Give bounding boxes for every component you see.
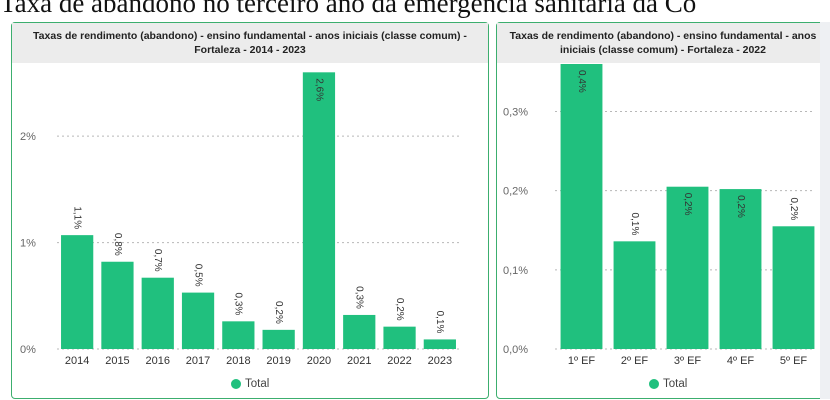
data-label: 0,2% (273, 301, 284, 324)
y-tick-label: 1% (20, 238, 36, 250)
bar (181, 292, 215, 349)
chart-legend[interactable]: Total (649, 378, 687, 390)
data-label: 0,2% (682, 193, 693, 216)
bar (302, 72, 336, 350)
page-headline: Taxa de abandono no terceiro ano da emer… (0, 0, 697, 18)
x-tick-label: 3º EF (674, 355, 702, 367)
data-label: 0,2% (394, 298, 405, 321)
y-tick-label: 0,1% (503, 265, 528, 277)
x-tick-label: 2014 (65, 355, 89, 367)
y-tick-label: 2% (20, 131, 36, 143)
data-label: 0,5% (192, 264, 203, 287)
y-tick-label: 0,2% (503, 186, 528, 198)
data-label: 0,2% (788, 197, 799, 220)
bar (61, 235, 94, 349)
chart-legend[interactable]: Total (231, 378, 269, 390)
data-label: 0,1% (629, 213, 640, 236)
side-scrollbar[interactable] (820, 22, 830, 399)
x-tick-label: 2015 (105, 355, 129, 367)
data-label: 0,4% (576, 70, 587, 93)
chart-panel-annual: Taxas de rendimento (abandono) - ensino … (11, 22, 489, 399)
x-tick-label: 2020 (307, 355, 331, 367)
data-label: 2,6% (313, 78, 324, 101)
x-tick-label: 2018 (226, 355, 250, 367)
y-tick-label: 0,3% (503, 107, 528, 119)
bar (560, 64, 603, 349)
bar (141, 277, 174, 349)
x-tick-label: 5º EF (780, 355, 808, 367)
chart-title: Taxas de rendimento (abandono) - ensino … (497, 23, 829, 63)
legend-marker (649, 379, 659, 389)
chart-panel-grade: Taxas de rendimento (abandono) - ensino … (496, 22, 830, 399)
x-tick-label: 4º EF (727, 355, 755, 367)
x-tick-label: 2022 (387, 355, 411, 367)
y-tick-label: 0,0% (503, 344, 528, 356)
bar (666, 186, 709, 349)
bar-chart-grade: 0,0% 0,1% 0,2% 0,3% 1º EF 0,4% 2º EF 0,1% 3º EF 0… (503, 64, 815, 367)
x-tick-label: 2023 (428, 355, 452, 367)
data-label: 0,2% (735, 195, 746, 218)
data-label: 0,1% (434, 311, 445, 334)
data-label: 0,3% (354, 286, 365, 309)
x-tick-label: 2016 (146, 355, 170, 367)
data-label: 0,8% (112, 233, 123, 256)
bar (383, 326, 416, 349)
x-tick-label: 1º EF (568, 355, 596, 367)
bar (222, 321, 255, 349)
bar (423, 339, 456, 349)
bar (343, 314, 376, 349)
data-label: 1,1% (72, 206, 83, 229)
x-tick-label: 2021 (347, 355, 371, 367)
data-label: 0,7% (152, 249, 163, 272)
bar (719, 189, 762, 349)
bar-chart-annual: 0% 1% 2% 2014 1,1% 2015 0,8% 2016 0,7% 2017 0,5% 20… (20, 72, 460, 367)
bar (613, 241, 656, 349)
legend-marker (231, 379, 241, 389)
x-tick-label: 2019 (266, 355, 290, 367)
chart-title: Taxas de rendimento (abandono) - ensino … (12, 23, 488, 63)
bar (101, 261, 134, 349)
data-label: 0,3% (233, 293, 244, 316)
x-tick-label: 2º EF (621, 355, 649, 367)
bar (772, 226, 815, 349)
legend-label: Total (245, 378, 270, 390)
x-tick-label: 2017 (186, 355, 210, 367)
y-tick-label: 0% (20, 344, 36, 356)
bar (262, 329, 295, 349)
legend-label: Total (663, 378, 688, 390)
